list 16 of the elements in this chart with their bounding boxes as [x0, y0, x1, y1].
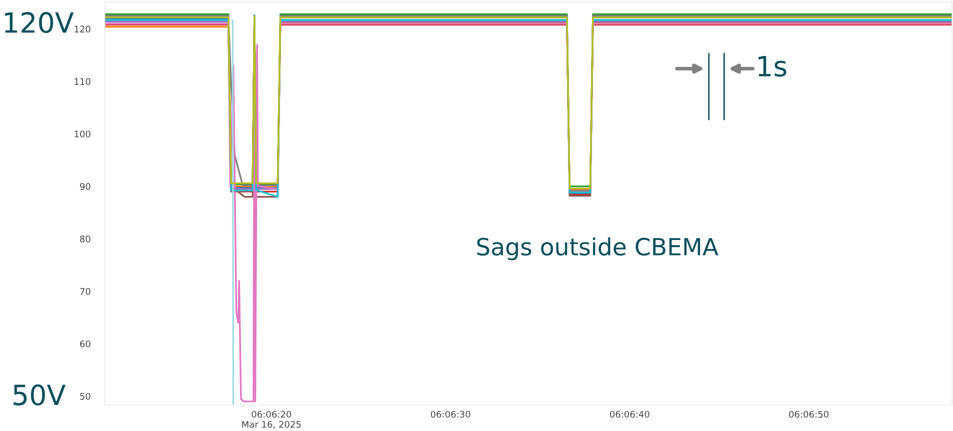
y-tick-label: 50 — [80, 392, 90, 400]
x-tick-label: 06:06:40 — [610, 410, 650, 418]
y-tick-label: 120 — [74, 26, 90, 32]
y-tick-label: 70 — [80, 288, 90, 295]
text: 120V — [4, 12, 74, 34]
x-tick-label: 06:06:50 — [789, 410, 828, 418]
y-tick-label: 80 — [80, 236, 90, 242]
y-tick-label: 100 — [74, 130, 90, 138]
y-tick-label: 60 — [80, 340, 90, 348]
text: 50V — [14, 384, 66, 406]
annotation: Sags outside CBEMA — [477, 237, 718, 260]
y-tick-label: 90 — [80, 183, 90, 190]
y-tick-label: 110 — [74, 78, 90, 85]
x-tick-label: 06:06:30 — [430, 410, 470, 418]
annotation: 1s — [758, 56, 786, 77]
x-tick-label: 06:06:20 Mar 16, 2025 — [242, 410, 301, 429]
